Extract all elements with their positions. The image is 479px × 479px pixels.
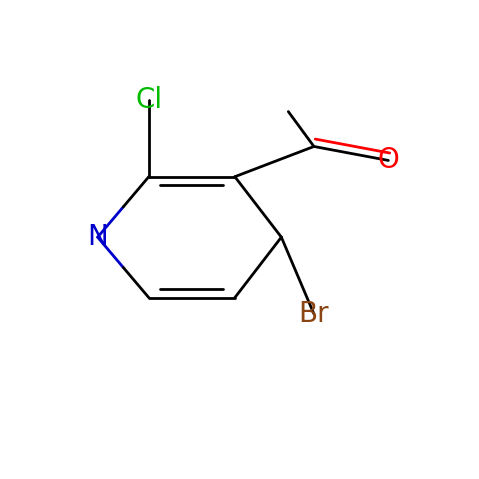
- Text: Cl: Cl: [135, 86, 162, 114]
- Text: N: N: [87, 223, 108, 251]
- Text: O: O: [377, 147, 399, 174]
- Text: Br: Br: [298, 300, 329, 328]
